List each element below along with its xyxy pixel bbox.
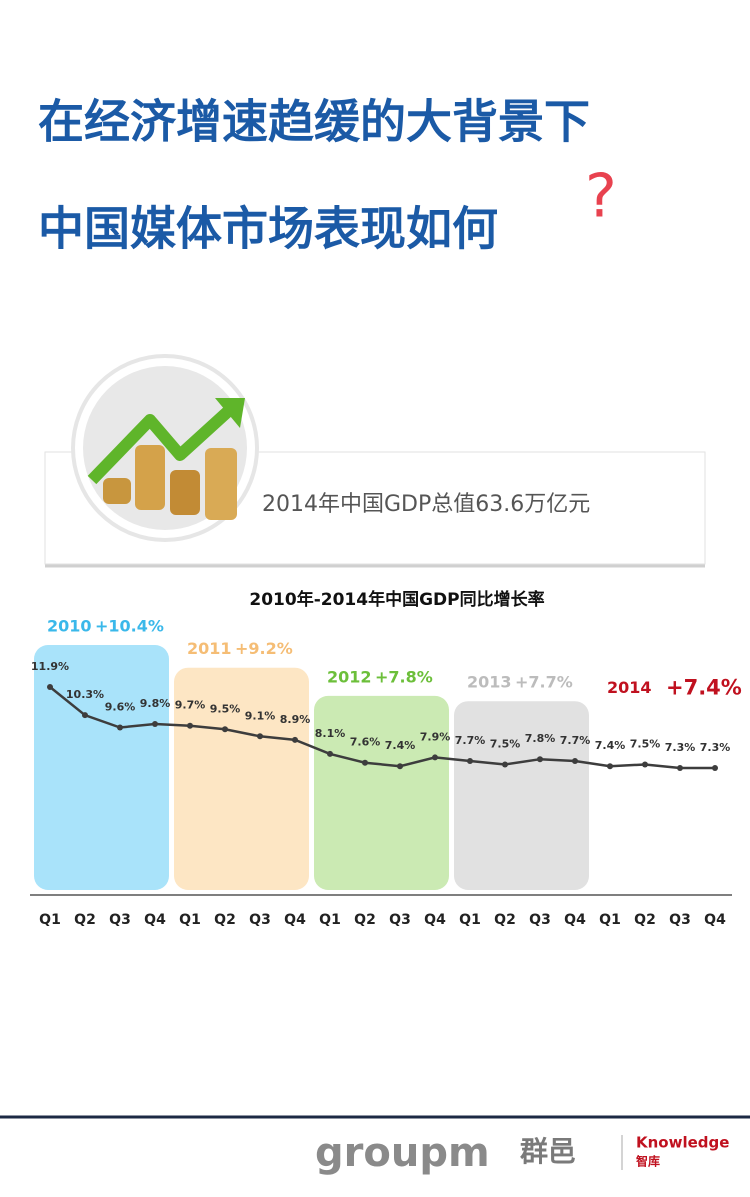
point	[152, 720, 158, 727]
point	[117, 724, 123, 731]
point	[327, 750, 333, 757]
point	[642, 761, 648, 768]
x-tick-label: Q4	[284, 912, 306, 928]
year-label: 2011	[187, 639, 232, 658]
year-growth: +7.7%	[515, 673, 573, 692]
year-growth: +9.2%	[235, 639, 293, 658]
x-tick-label: Q3	[529, 912, 551, 928]
value-label: 9.6%	[105, 701, 136, 714]
value-label: 7.8%	[525, 732, 556, 745]
question-mark: ?	[585, 162, 617, 232]
value-label: 9.5%	[210, 702, 241, 715]
point	[397, 763, 403, 770]
value-label: 7.4%	[595, 739, 626, 752]
point	[362, 759, 368, 766]
value-label: 9.1%	[245, 709, 276, 722]
value-label: 7.5%	[630, 737, 661, 750]
value-label: 7.9%	[420, 730, 451, 743]
year-panel	[454, 701, 589, 890]
x-tick-label: Q3	[669, 912, 691, 928]
point	[572, 757, 578, 764]
point	[47, 684, 53, 690]
x-tick-label: Q3	[389, 912, 411, 928]
gdp-line	[49, 686, 715, 770]
year-growth: +10.4%	[95, 617, 164, 636]
year-label: 2012	[327, 667, 372, 686]
brand: groupm	[315, 1130, 490, 1176]
value-label: 7.7%	[560, 734, 591, 747]
x-tick-label: Q2	[74, 912, 96, 928]
x-tick-label: Q1	[319, 912, 341, 928]
banner-caption: 2014年中国GDP总值63.6万亿元	[262, 492, 590, 517]
point	[222, 726, 228, 733]
value-label: 7.6%	[350, 736, 381, 749]
year-label: 2013	[467, 673, 512, 692]
coin-icon	[87, 398, 245, 520]
x-tick-label: Q1	[179, 912, 201, 928]
value-label: 8.9%	[280, 713, 311, 726]
point	[607, 763, 613, 770]
year-panel	[314, 695, 449, 890]
title-line: 在经济增速趋缓的大背景下	[38, 95, 590, 149]
value-label: 11.9%	[31, 660, 69, 673]
point	[502, 761, 508, 768]
year-label: 2010	[47, 617, 92, 636]
x-tick-label: Q2	[354, 912, 376, 928]
point	[257, 733, 263, 740]
title-line: 中国媒体市场表现如何	[38, 202, 498, 256]
point	[537, 756, 543, 763]
value-label: 7.5%	[490, 737, 521, 750]
value-label: 9.7%	[175, 699, 206, 712]
point	[432, 754, 438, 761]
point	[82, 712, 88, 719]
x-tick-label: Q2	[634, 912, 656, 928]
x-tick-label: Q4	[424, 912, 446, 928]
year-label: 2014	[607, 678, 652, 697]
value-label: 7.3%	[665, 741, 696, 754]
value-label: 7.7%	[455, 734, 486, 747]
value-label: 7.4%	[385, 739, 416, 752]
chart-title: 2010年-2014年中国GDP同比增长率	[249, 589, 544, 610]
point	[712, 765, 718, 771]
x-tick-label: Q2	[214, 912, 236, 928]
x-tick-label: Q1	[39, 912, 61, 928]
x-tick-label: Q2	[494, 912, 516, 928]
year-growth: +7.8%	[375, 667, 433, 686]
value-label: 9.8%	[140, 697, 171, 710]
point	[677, 765, 683, 771]
value-label: 7.3%	[700, 741, 731, 754]
year-panel	[174, 667, 309, 890]
x-tick-label: Q3	[249, 912, 271, 928]
point	[467, 757, 473, 764]
x-tick-label: Q1	[459, 912, 481, 928]
brand-cn: 群邑	[520, 1135, 576, 1168]
x-tick-label: Q4	[704, 912, 726, 928]
point	[292, 736, 298, 743]
x-tick-label: Q3	[109, 912, 131, 928]
x-tick-label: Q1	[599, 912, 621, 928]
chart: 2010 +10.4% 2011 +9.2% 2012 +7.8% 2013 +7.7% 201…	[30, 617, 742, 928]
point	[187, 722, 193, 729]
year-growth: +7.4%	[666, 675, 742, 699]
value-label: 10.3%	[66, 688, 104, 701]
x-tick-label: Q4	[564, 912, 586, 928]
division: Knowledge	[636, 1134, 729, 1152]
x-tick-label: Q4	[144, 912, 166, 928]
value-label: 8.1%	[315, 727, 346, 740]
year-panel	[34, 645, 169, 890]
division-cn: 智库	[635, 1154, 660, 1169]
